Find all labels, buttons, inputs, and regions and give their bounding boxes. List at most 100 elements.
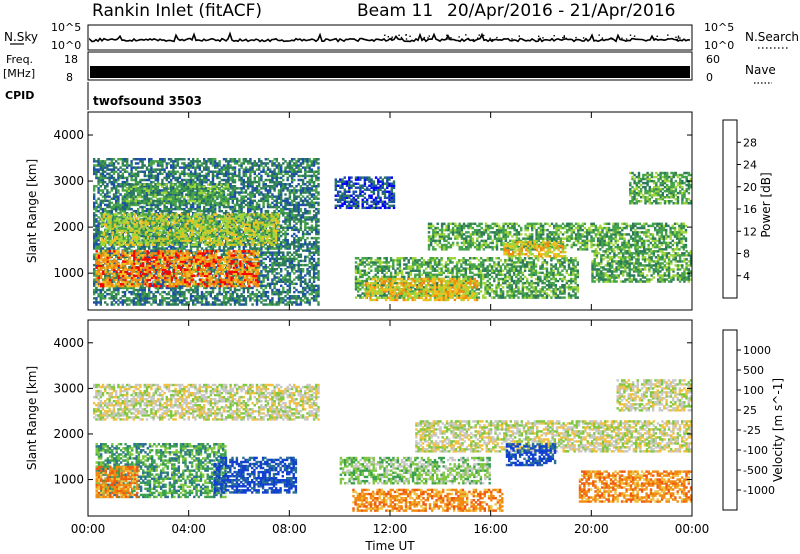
data-cell xyxy=(310,245,314,248)
data-cell xyxy=(317,259,320,263)
data-cell xyxy=(178,166,182,169)
data-cell xyxy=(288,164,292,167)
data-cell xyxy=(306,162,309,165)
data-cell xyxy=(137,193,140,196)
data-cell xyxy=(141,178,144,182)
data-cell xyxy=(301,189,305,192)
data-cell xyxy=(258,299,261,302)
data-cell xyxy=(194,286,197,290)
data-cell xyxy=(284,172,287,176)
data-cell xyxy=(152,160,155,163)
data-cell xyxy=(293,255,296,259)
data-cell xyxy=(308,266,311,269)
data-cell xyxy=(115,191,118,194)
data-cell xyxy=(255,174,259,178)
data-cell xyxy=(216,164,219,167)
data-cell xyxy=(238,245,241,248)
data-cell xyxy=(203,280,206,283)
data-cell xyxy=(312,245,316,248)
data-cell xyxy=(264,197,267,200)
data-cell xyxy=(238,299,241,302)
data-cell xyxy=(269,299,272,302)
data-cell xyxy=(93,187,96,190)
data-cell xyxy=(174,158,177,161)
data-cell xyxy=(240,176,243,180)
data-cell xyxy=(211,230,215,234)
data-cell xyxy=(288,286,292,290)
data-cell xyxy=(227,299,230,302)
data-cell xyxy=(297,263,300,267)
data-cell xyxy=(148,247,151,250)
power-data-cells xyxy=(93,158,693,306)
data-cell xyxy=(218,245,221,248)
data-cell xyxy=(222,166,226,169)
data-cell xyxy=(277,201,281,205)
data-cell xyxy=(139,185,142,188)
data-cell xyxy=(317,286,320,290)
data-cell xyxy=(317,288,320,292)
data-cell xyxy=(229,178,232,182)
data-cell xyxy=(244,199,248,203)
data-cell xyxy=(167,209,171,213)
data-cell xyxy=(189,257,193,261)
data-cell xyxy=(240,207,243,211)
data-cell xyxy=(317,178,320,182)
data-cell xyxy=(181,241,184,244)
data-cell xyxy=(236,299,239,302)
data-cell xyxy=(99,292,102,296)
data-cell xyxy=(244,243,248,246)
data-cell xyxy=(269,303,272,306)
data-cell xyxy=(304,168,307,171)
data-cell xyxy=(165,162,168,165)
data-cell xyxy=(111,266,114,269)
data-cell xyxy=(99,297,102,300)
data-cell xyxy=(290,268,294,271)
data-cell xyxy=(275,205,278,209)
data-cell xyxy=(317,295,320,298)
nsearch-dot xyxy=(654,38,656,40)
data-cell xyxy=(97,228,100,232)
data-cell xyxy=(128,252,132,255)
data-cell xyxy=(284,168,287,171)
data-cell xyxy=(165,209,168,213)
data-cell xyxy=(119,205,122,209)
data-cell xyxy=(187,189,190,192)
data-cell xyxy=(106,250,109,253)
data-cell xyxy=(126,280,129,284)
data-cell xyxy=(101,199,105,203)
data-cell xyxy=(185,245,188,248)
data-cell xyxy=(159,172,162,176)
data-cell xyxy=(277,301,281,304)
data-cell xyxy=(117,262,121,265)
data-cell xyxy=(225,178,228,182)
data-cell xyxy=(255,164,259,167)
data-cell xyxy=(312,197,316,200)
data-cell xyxy=(280,180,283,184)
data-cell xyxy=(304,197,307,200)
data-cell xyxy=(150,180,153,184)
data-cell xyxy=(150,207,153,211)
data-cell xyxy=(97,160,100,163)
data-cell xyxy=(247,170,250,173)
data-cell xyxy=(244,168,248,171)
data-cell xyxy=(148,158,151,161)
data-cell xyxy=(317,278,320,281)
data-cell xyxy=(236,288,239,292)
data-cell xyxy=(275,178,278,182)
data-cell xyxy=(148,193,151,196)
data-cell xyxy=(128,258,132,261)
data-cell xyxy=(262,203,265,207)
data-cell xyxy=(240,178,243,182)
data-cell xyxy=(143,274,146,277)
data-cell xyxy=(99,290,102,294)
data-cell xyxy=(280,170,283,173)
data-cell xyxy=(93,185,96,188)
data-cell xyxy=(286,187,289,190)
data-cell xyxy=(275,195,278,198)
data-cell xyxy=(115,187,118,190)
data-cell xyxy=(273,187,276,190)
data-cell xyxy=(297,205,300,209)
data-cell xyxy=(159,197,162,200)
data-cell xyxy=(238,247,241,250)
data-cell xyxy=(192,288,195,292)
